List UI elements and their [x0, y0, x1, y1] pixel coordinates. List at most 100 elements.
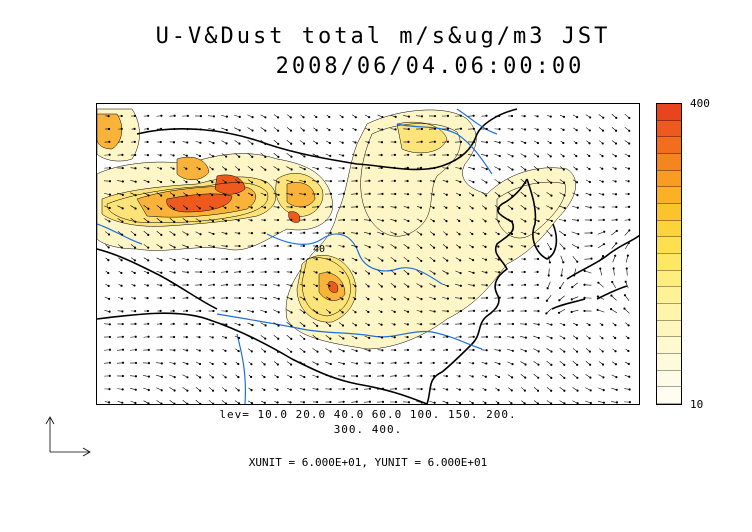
wind-vector-head — [172, 180, 175, 184]
wind-vector-head — [251, 142, 254, 145]
wind-vector-head — [558, 299, 561, 302]
wind-vector-head — [316, 363, 319, 366]
wind-vector-head — [251, 310, 254, 313]
wind-vector-head — [497, 258, 500, 261]
wind-vector-head — [628, 388, 631, 391]
wind-vector-head — [172, 194, 176, 197]
wind-vector-head — [407, 387, 410, 391]
wind-vector — [584, 270, 592, 274]
wind-vector-head — [485, 194, 488, 197]
wind-vector-head — [446, 272, 449, 275]
wind-vector-head — [225, 296, 228, 299]
wind-vector-head — [381, 374, 384, 377]
wind-vector-head — [524, 141, 527, 145]
wind-vector-head — [316, 375, 319, 378]
wind-vector-head — [484, 375, 487, 378]
wind-vector-head — [524, 168, 527, 171]
vector-units: XUNIT = 6.000E+01, YUNIT = 6.000E+01 — [248, 456, 488, 469]
wind-vector-head — [328, 284, 331, 287]
wind-vector-head — [394, 128, 397, 131]
wind-vector-head — [602, 243, 606, 246]
wind-vector — [613, 268, 615, 276]
border-west — [97, 248, 218, 310]
wind-vector-head — [225, 232, 228, 235]
wind-vector-head — [238, 323, 241, 326]
wind-vector-head — [173, 233, 176, 236]
wind-vector — [573, 268, 577, 276]
wind-vector-head — [199, 270, 203, 274]
wind-vector-head — [471, 232, 474, 236]
wind-vector-head — [614, 142, 618, 145]
wind-vector-head — [588, 323, 591, 327]
wind-vector-head — [160, 207, 163, 210]
reference-vector-y-head — [45, 416, 55, 425]
wind-vector-head — [537, 309, 540, 313]
wind-vector-head — [328, 311, 331, 314]
wind-vector-head — [498, 154, 501, 158]
wind-vector-head — [276, 116, 280, 119]
wind-vector-head — [367, 128, 371, 131]
wind-vector-head — [446, 167, 449, 170]
wind-vector-head — [557, 311, 561, 314]
wind-vector-head — [303, 298, 306, 301]
wind-vector-head — [589, 376, 592, 379]
wind-vector-head — [536, 283, 539, 286]
colorbar-cell — [657, 270, 681, 288]
wind-vector-head — [394, 192, 397, 196]
wind-vector — [597, 296, 605, 300]
wind-vector-head — [342, 258, 345, 261]
wind-vector-head — [303, 284, 306, 287]
wind-vector-head — [472, 348, 475, 352]
wind-vector-head — [198, 349, 201, 352]
wind-vector-head — [186, 128, 189, 131]
wind-vector-head — [211, 193, 214, 197]
wind-vector-head — [510, 232, 514, 236]
wind-vector-head — [290, 284, 293, 287]
wind-vector-head — [589, 389, 592, 392]
wind-vector-head — [147, 114, 150, 117]
colorbar-cell — [657, 170, 681, 188]
contour-levels-line2: 300. 400. — [333, 423, 403, 436]
wind-vector-head — [237, 376, 240, 379]
wind-vector-head — [147, 335, 150, 338]
wind-vector-head — [590, 231, 593, 235]
wind-vector-head — [186, 220, 189, 223]
wind-vector-head — [393, 166, 396, 169]
wind-vector-head — [289, 401, 292, 404]
wind-vector-head — [251, 155, 254, 158]
wind-vector-head — [432, 246, 436, 249]
wind-vector-head — [559, 286, 562, 290]
wind-vector-head — [199, 141, 202, 144]
wind-vector-head — [198, 180, 201, 184]
wind-vector-head — [511, 181, 514, 184]
wind-vector-head — [407, 115, 410, 118]
wind-vector-head — [497, 401, 500, 404]
wind-vector-head — [264, 181, 267, 184]
wind-vector-head — [615, 229, 618, 232]
wind-vector-head — [199, 389, 202, 392]
wind-vector-head — [394, 400, 398, 404]
wind-vector-head — [485, 309, 489, 312]
wind-vector-head — [120, 271, 123, 275]
wind-vector-head — [420, 401, 423, 404]
wind-vector — [625, 255, 629, 263]
wind-vector-head — [186, 114, 189, 117]
wind-vector-head — [277, 206, 280, 209]
wind-vector-head — [597, 281, 600, 284]
wind-vector-head — [251, 297, 255, 300]
wind-vector — [558, 308, 566, 314]
wind-vector-head — [406, 179, 409, 183]
wind-vector-head — [523, 389, 526, 392]
wind-vector-head — [329, 231, 332, 235]
wind-vector-head — [381, 128, 384, 131]
wind-vector-head — [185, 180, 188, 184]
wind-vector-head — [420, 285, 423, 288]
wind-vector-head — [329, 180, 333, 183]
colorbar-cell — [657, 370, 681, 388]
wind-vector-head — [614, 254, 617, 257]
wind-vector-head — [381, 259, 384, 262]
wind-vector-head — [562, 141, 565, 145]
wind-vector-head — [224, 349, 227, 352]
wind-vector-head — [133, 284, 136, 287]
wind-vector-head — [342, 387, 345, 391]
